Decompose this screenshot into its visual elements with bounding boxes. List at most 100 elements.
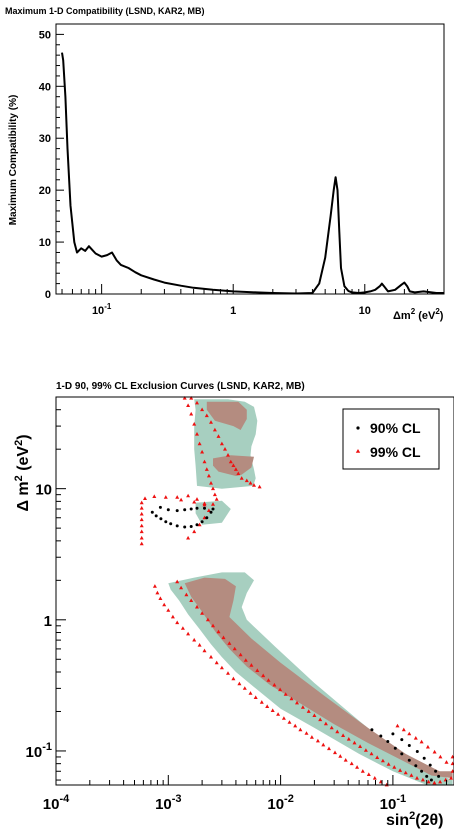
point-99 [438,754,443,759]
point-99 [444,760,449,764]
point-99 [407,731,412,736]
point-99 [338,754,343,758]
band-90-region [184,577,453,779]
point-99 [333,750,337,755]
point-99 [232,646,237,651]
y-tick-label: 10-1 [26,741,52,761]
point-99 [212,492,217,497]
point-90 [407,744,411,747]
confidence-bands [168,399,453,785]
y-tick-label: 30 [39,133,51,145]
point-99 [318,717,323,722]
point-99 [449,776,454,780]
point-90 [429,778,433,782]
point-99 [386,762,391,766]
point-99 [360,769,365,773]
point-99 [192,422,197,426]
point-99 [369,751,374,756]
point-99 [197,643,202,647]
y-tick-label: 10 [39,237,51,249]
point-99 [419,739,424,744]
point-90 [166,508,170,512]
point-99 [211,623,215,628]
point-99 [363,748,368,752]
point-99 [189,598,194,602]
point-99 [228,459,233,464]
point-99 [186,631,191,636]
point-99 [212,427,217,432]
point-99 [139,500,144,505]
point-99 [304,731,309,735]
point-99 [139,523,144,528]
point-99 [219,441,224,446]
point-99 [186,493,191,498]
point-99 [231,463,236,467]
point-99 [321,742,326,747]
x-tick-label: 10-1 [92,302,112,317]
point-99 [180,626,185,630]
point-99 [315,738,320,743]
point-99 [200,611,205,615]
point-99 [375,755,380,759]
point-99 [197,441,202,446]
point-99 [395,723,400,728]
point-99 [166,608,171,612]
point-99 [189,411,194,416]
plot-frame [55,23,445,295]
point-99 [209,481,213,485]
point-90 [205,516,209,520]
point-99 [238,652,243,657]
point-99 [175,620,180,625]
y-tick-label: 1 [44,613,52,630]
point-99 [392,765,397,769]
point-90 [420,769,424,773]
point-99 [355,765,360,769]
point-90 [400,752,404,756]
point-99 [283,692,288,696]
point-99 [409,773,414,777]
y-axis-label-2: Δ m2 (eV2) [13,434,32,511]
point-99 [426,779,431,784]
chart-title: Maximum 1-D Compatibility (LSND, KAR2, M… [5,6,205,16]
point-99 [195,604,199,609]
point-90 [189,525,193,528]
y-axis-ticks: 0 10 20 30 40 50 [39,29,64,301]
y-tick-label: 50 [39,29,51,41]
point-90 [159,517,163,521]
x-axis-label: Δm2 (eV2) [393,307,444,322]
y-tick-label: 10 [35,482,52,499]
point-99 [255,668,260,672]
point-99 [216,629,221,634]
exclusion-points [139,396,454,787]
point-99 [211,486,215,491]
point-99 [202,459,207,464]
point-99 [329,725,334,730]
point-90 [175,509,179,513]
point-99 [202,502,207,507]
point-90 [189,507,193,511]
point-99 [420,777,425,782]
point-99 [192,499,197,504]
point-90 [175,524,179,528]
point-99 [343,758,348,762]
point-99 [214,660,219,665]
point-99 [352,740,357,745]
point-99 [192,529,197,534]
point-90 [150,510,154,514]
point-99 [163,495,168,499]
point-90 [400,738,404,742]
point-99 [216,434,221,438]
x-tick-label: 10 [359,305,371,317]
point-99 [252,483,256,487]
point-99 [143,496,147,500]
point-99 [450,769,454,773]
point-99 [349,761,354,766]
legend-marker-90 [356,426,360,430]
point-99 [139,529,144,534]
point-99 [243,658,248,662]
point-90 [211,507,215,511]
point-99 [261,673,266,678]
point-99 [295,700,299,705]
point-99 [189,396,194,400]
point-99 [155,590,160,595]
